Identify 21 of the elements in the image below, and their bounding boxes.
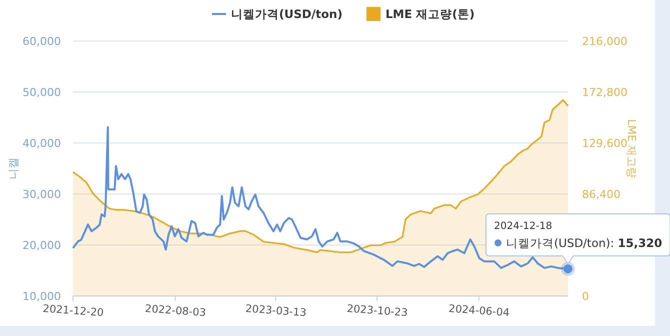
annotation: 2024-12-18 [494, 220, 552, 232]
y2-tick-label: 129,600 [582, 137, 628, 150]
x-tick-label: 2022-08-03 [144, 302, 206, 320]
x-tick-label: 2024-06-04 [448, 302, 510, 320]
y-tick-label: 40,000 [22, 137, 61, 150]
x-tick-label: 2021-12-20 [42, 302, 104, 320]
legend-label: LME 재고량(톤) [385, 7, 475, 21]
annotation: 니켈가격(USD/ton): 15,320 [506, 236, 662, 250]
y-tick-label: 30,000 [22, 188, 61, 201]
y-tick-label: 10,000 [22, 290, 61, 303]
y-tick-label: 60,000 [22, 35, 61, 48]
y2-tick-label: 86,400 [582, 188, 620, 201]
y-axis-title: 니켈 [7, 158, 20, 180]
y2-tick-label: 0 [582, 290, 589, 303]
y2-tick-label: 216,000 [582, 35, 628, 48]
y-tick-label: 50,000 [22, 86, 61, 99]
x-tick-label: 2023-03-13 [245, 302, 307, 320]
legend-label: 니켈가격(USD/ton) [231, 7, 342, 21]
y-tick-label: 20,000 [22, 239, 61, 252]
y2-tick-label: 172,800 [582, 86, 628, 99]
x-tick-label: 2023-10-23 [346, 302, 408, 320]
